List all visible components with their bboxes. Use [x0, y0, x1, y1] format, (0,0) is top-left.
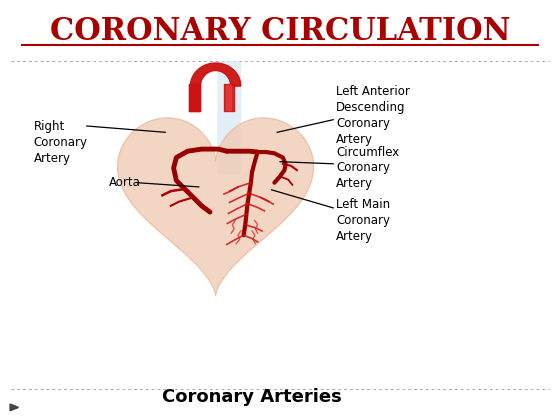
Text: Right
Coronary
Artery: Right Coronary Artery — [34, 120, 87, 165]
Polygon shape — [10, 404, 18, 411]
Text: Left Main
Coronary
Artery: Left Main Coronary Artery — [336, 198, 390, 243]
Text: CORONARY CIRCULATION: CORONARY CIRCULATION — [50, 16, 510, 47]
Text: Coronary Arteries: Coronary Arteries — [162, 388, 342, 406]
Polygon shape — [118, 118, 314, 295]
Text: Aorta: Aorta — [109, 176, 141, 189]
Text: Left Anterior
Descending
Coronary
Artery: Left Anterior Descending Coronary Artery — [336, 85, 410, 146]
FancyBboxPatch shape — [217, 61, 241, 174]
Text: Circumflex
Coronary
Artery: Circumflex Coronary Artery — [336, 145, 399, 191]
Polygon shape — [190, 63, 241, 86]
